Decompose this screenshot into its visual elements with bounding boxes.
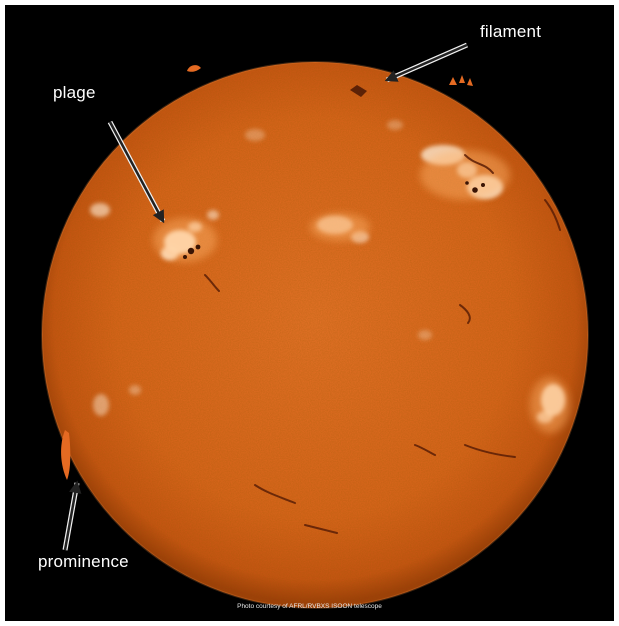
sun-illustration <box>41 42 589 609</box>
filaments <box>204 85 561 534</box>
sun-photo <box>5 5 614 621</box>
prominences <box>61 65 473 480</box>
annotation-arrows <box>62 42 469 551</box>
plage-label: plage <box>53 83 96 102</box>
photo-credit: Photo courtesy of AFRL/RVBXS ISOON teles… <box>237 603 382 610</box>
prominence-label: prominence <box>38 552 129 571</box>
filament-label: filament <box>480 22 542 41</box>
sunspots <box>183 181 485 259</box>
